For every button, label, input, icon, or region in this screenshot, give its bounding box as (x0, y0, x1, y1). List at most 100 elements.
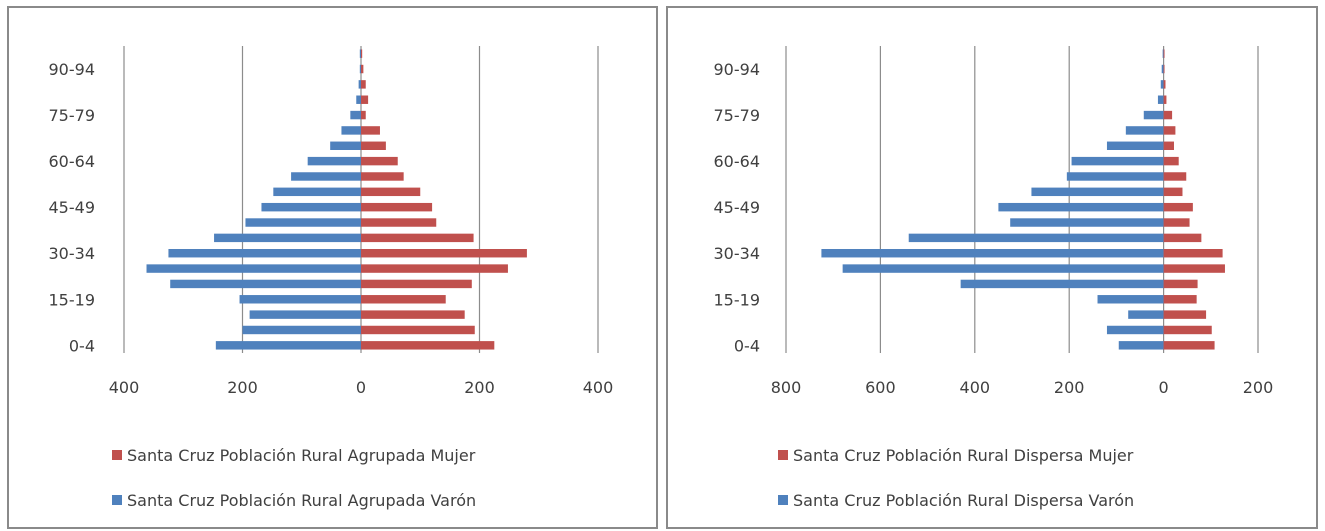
bar-mujer-50-54 (1163, 187, 1183, 197)
x-tick-label: 200 (464, 378, 495, 397)
pyramid-chart-rural-agrupada: 400 200 0 200 400 0-4 15-19 30-34 45-49 60-64 75-7… (49, 46, 614, 510)
x-tick-label: 0 (1159, 378, 1169, 397)
x-tick-label: 600 (865, 378, 896, 397)
bar-mujer-75-79 (361, 110, 366, 120)
bar-varon-85-89 (1160, 80, 1164, 89)
bar-mujer-0-4 (361, 341, 495, 350)
bar-varon-45-49 (998, 202, 1164, 212)
bar-varon-50-54 (1031, 187, 1164, 197)
bar-mujer-35-39 (1163, 233, 1202, 243)
bar-mujer-90-94 (361, 64, 364, 74)
bar-mujer-45-49 (361, 202, 433, 212)
bar-mujer-20-24 (1163, 279, 1198, 289)
bar-varon-95+ (1162, 49, 1164, 58)
bar-varon-75-79 (1143, 110, 1164, 120)
bar-varon-70-74 (341, 126, 361, 135)
chart-panel-rural-dispersa: 800 600 400 200 0 200 0-4 15-19 30-34 45-49 60-64 7… (666, 6, 1318, 529)
bar-mujer-65-69 (1163, 141, 1174, 150)
bar-varon-10-14 (249, 310, 361, 319)
bar-varon-5-9 (1106, 325, 1164, 335)
bar-mujer-70-74 (361, 126, 380, 135)
bar-varon-90-94 (359, 64, 361, 74)
y-tick-label: 90-94 (49, 60, 96, 79)
x-tick-label: 800 (771, 378, 802, 397)
bar-mujer-90-94 (1163, 64, 1165, 74)
y-tick-label: 30-34 (49, 244, 96, 263)
chart-panel-rural-agrupada: 400 200 0 200 400 0-4 15-19 30-34 45-49 60-64 75-7… (7, 6, 658, 529)
bar-mujer-25-29 (361, 264, 508, 273)
pyramid-chart-rural-dispersa: 800 600 400 200 0 200 0-4 15-19 30-34 45-49 60-64 7… (714, 46, 1274, 510)
bar-varon-45-49 (261, 202, 361, 212)
y-tick-label: 15-19 (714, 290, 761, 309)
bar-mujer-60-64 (1163, 156, 1179, 166)
y-tick-label: 60-64 (49, 152, 96, 171)
legend-swatch (778, 450, 788, 460)
bar-varon-90-94 (1161, 64, 1164, 74)
bar-varon-80-84 (356, 95, 361, 104)
y-tick-label: 15-19 (49, 290, 96, 309)
x-tick-label: 200 (227, 378, 258, 397)
bar-mujer-25-29 (1163, 264, 1225, 273)
bar-mujer-80-84 (361, 95, 369, 104)
bar-mujer-80-84 (1163, 95, 1167, 104)
bar-varon-10-14 (1128, 310, 1164, 319)
legend-swatch (778, 495, 788, 505)
y-tick-label: 0-4 (69, 336, 95, 355)
bar-varon-60-64 (1071, 156, 1164, 166)
bar-varon-85-89 (358, 80, 361, 89)
bar-varon-30-34 (821, 249, 1164, 258)
y-tick-label: 60-64 (714, 152, 761, 171)
bar-varon-95+ (359, 49, 361, 58)
bar-varon-30-34 (168, 249, 361, 258)
bar-varon-5-9 (242, 325, 361, 335)
bar-varon-50-54 (273, 187, 361, 197)
bar-varon-60-64 (307, 156, 361, 166)
legend-swatch (112, 495, 122, 505)
bar-mujer-40-44 (361, 218, 437, 227)
bar-varon-15-19 (1097, 295, 1164, 304)
bar-mujer-0-4 (1163, 341, 1215, 350)
y-tick-label: 75-79 (49, 106, 96, 125)
bar-varon-65-69 (330, 141, 361, 150)
legend-label: Santa Cruz Población Rural Dispersa Muje… (793, 446, 1134, 465)
y-tick-label: 45-49 (49, 198, 96, 217)
bar-varon-70-74 (1125, 126, 1164, 135)
bar-varon-35-39 (908, 233, 1164, 243)
legend-label: Santa Cruz Población Rural Agrupada Varó… (127, 491, 476, 510)
bar-mujer-35-39 (361, 233, 474, 243)
bar-mujer-5-9 (1163, 325, 1212, 335)
bar-varon-0-4 (1118, 341, 1164, 350)
bar-mujer-30-34 (361, 249, 527, 258)
y-tick-label: 75-79 (714, 106, 761, 125)
bar-mujer-5-9 (361, 325, 475, 335)
bar-mujer-20-24 (361, 279, 472, 289)
bar-varon-80-84 (1157, 95, 1164, 104)
bar-mujer-45-49 (1163, 202, 1193, 212)
x-tick-label: 0 (356, 378, 366, 397)
bar-mujer-85-89 (1163, 80, 1166, 89)
x-tick-label: 200 (1243, 378, 1274, 397)
x-tick-label: 400 (109, 378, 140, 397)
bar-mujer-65-69 (361, 141, 386, 150)
bar-mujer-15-19 (1163, 295, 1197, 304)
bar-varon-40-44 (245, 218, 361, 227)
bar-mujer-55-59 (361, 172, 404, 181)
bar-varon-35-39 (214, 233, 361, 243)
x-tick-label: 200 (1054, 378, 1085, 397)
bar-mujer-10-14 (361, 310, 465, 319)
x-tick-label: 400 (583, 378, 614, 397)
bar-varon-15-19 (239, 295, 361, 304)
bar-varon-65-69 (1106, 141, 1164, 150)
bar-varon-25-29 (146, 264, 361, 273)
bar-mujer-95+ (361, 49, 363, 58)
bar-varon-55-59 (291, 172, 361, 181)
bar-mujer-70-74 (1163, 126, 1176, 135)
y-tick-label: 0-4 (734, 336, 760, 355)
bar-mujer-40-44 (1163, 218, 1190, 227)
y-tick-label: 90-94 (714, 60, 761, 79)
y-tick-label: 45-49 (714, 198, 761, 217)
bar-mujer-15-19 (361, 295, 446, 304)
bar-mujer-95+ (1163, 49, 1165, 58)
legend-swatch (112, 450, 122, 460)
bar-varon-0-4 (215, 341, 361, 350)
